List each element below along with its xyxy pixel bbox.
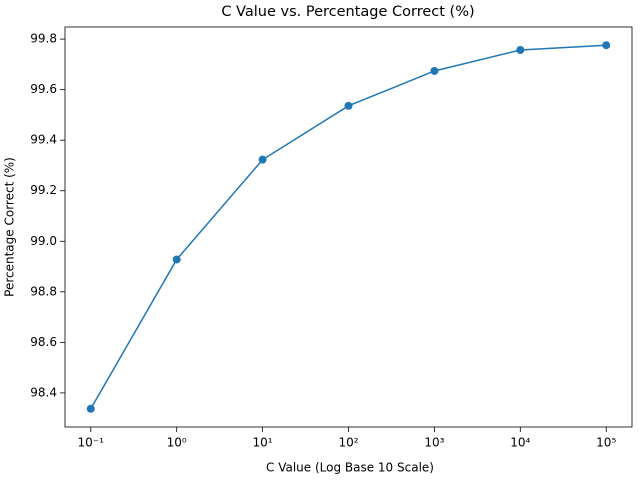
data-point (172, 255, 181, 264)
y-tick-label: 98.4 (30, 385, 57, 399)
data-point (430, 66, 439, 75)
data-point (344, 101, 353, 110)
y-tick-label: 99.8 (30, 32, 57, 46)
data-line (90, 44, 607, 410)
y-axis-label: Percentage Correct (%) (3, 157, 17, 297)
plot-frame (64, 26, 633, 428)
x-tick-label: 10² (338, 436, 358, 450)
y-tick-label: 99.6 (30, 82, 57, 96)
y-tick-label: 98.8 (30, 284, 57, 298)
x-tick-label: 10¹ (253, 436, 273, 450)
y-tick-label: 98.6 (30, 335, 57, 349)
data-point (602, 41, 611, 50)
data-point (86, 404, 95, 413)
data-point (516, 45, 525, 54)
x-tick-label: 10³ (424, 436, 444, 450)
x-tick-label: 10⁵ (596, 436, 616, 450)
chart-title: C Value vs. Percentage Correct (%) (221, 4, 474, 20)
y-tick-label: 99.0 (30, 234, 57, 248)
y-tick-label: 99.4 (30, 133, 57, 147)
data-point (258, 155, 267, 164)
x-tick-label: 10⁰ (167, 436, 187, 450)
y-tick-label: 99.2 (30, 183, 57, 197)
x-axis-label: C Value (Log Base 10 Scale) (266, 461, 434, 475)
x-tick-label: 10⁴ (510, 436, 530, 450)
x-tick-label: 10⁻¹ (78, 436, 105, 450)
